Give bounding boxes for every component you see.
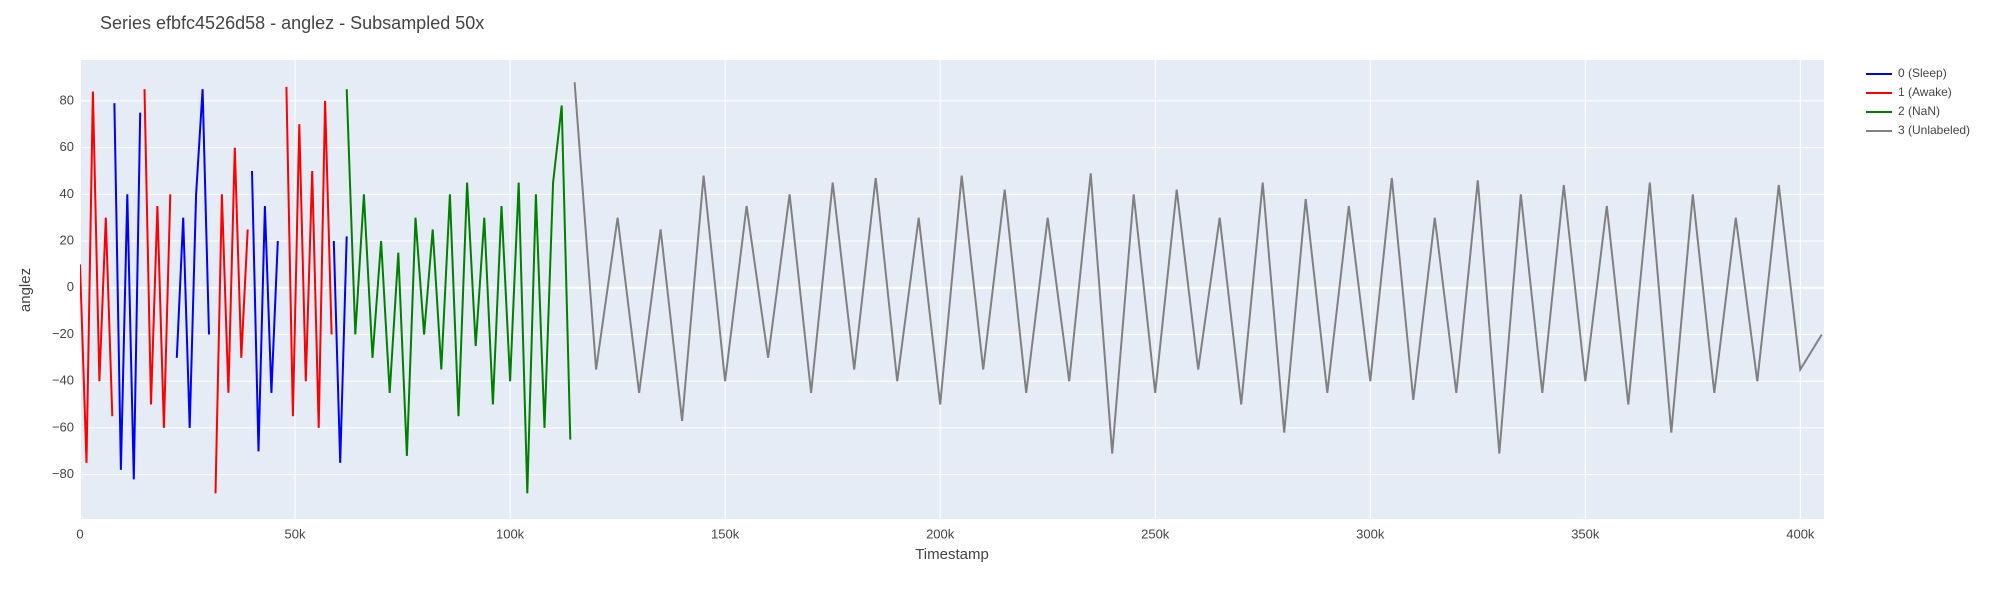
legend-label: 1 (Awake) (1898, 85, 1952, 99)
x-tick-label: 0 (76, 526, 83, 541)
series-line (113, 89, 348, 480)
chart-title: Series efbfc4526d58 - anglez - Subsample… (100, 13, 484, 33)
legend-label: 3 (Unlabeled) (1898, 123, 1970, 137)
series-line (573, 82, 1823, 454)
y-tick-label: −80 (52, 466, 74, 481)
x-tick-label: 200k (926, 526, 955, 541)
y-tick-label: −40 (52, 373, 74, 388)
y-tick-label: 60 (60, 139, 74, 154)
series-line (345, 89, 572, 494)
x-tick-label: 350k (1571, 526, 1600, 541)
x-tick-label: 50k (285, 526, 306, 541)
y-axis-title: anglez (17, 268, 34, 312)
y-tick-label: −20 (52, 326, 74, 341)
y-tick-label: 80 (60, 92, 74, 107)
series-line (80, 86, 333, 494)
x-tick-label: 400k (1786, 526, 1815, 541)
legend-label: 2 (NaN) (1898, 104, 1940, 118)
y-tick-label: 20 (60, 232, 74, 247)
legend-label: 0 (Sleep) (1898, 66, 1947, 80)
y-tick-label: −60 (52, 419, 74, 434)
y-tick-label: 0 (67, 279, 74, 294)
x-tick-label: 300k (1356, 526, 1385, 541)
x-tick-label: 150k (711, 526, 740, 541)
x-tick-label: 100k (496, 526, 525, 541)
x-tick-label: 250k (1141, 526, 1170, 541)
x-axis-title: Timestamp (915, 546, 989, 563)
y-tick-label: 40 (60, 186, 74, 201)
